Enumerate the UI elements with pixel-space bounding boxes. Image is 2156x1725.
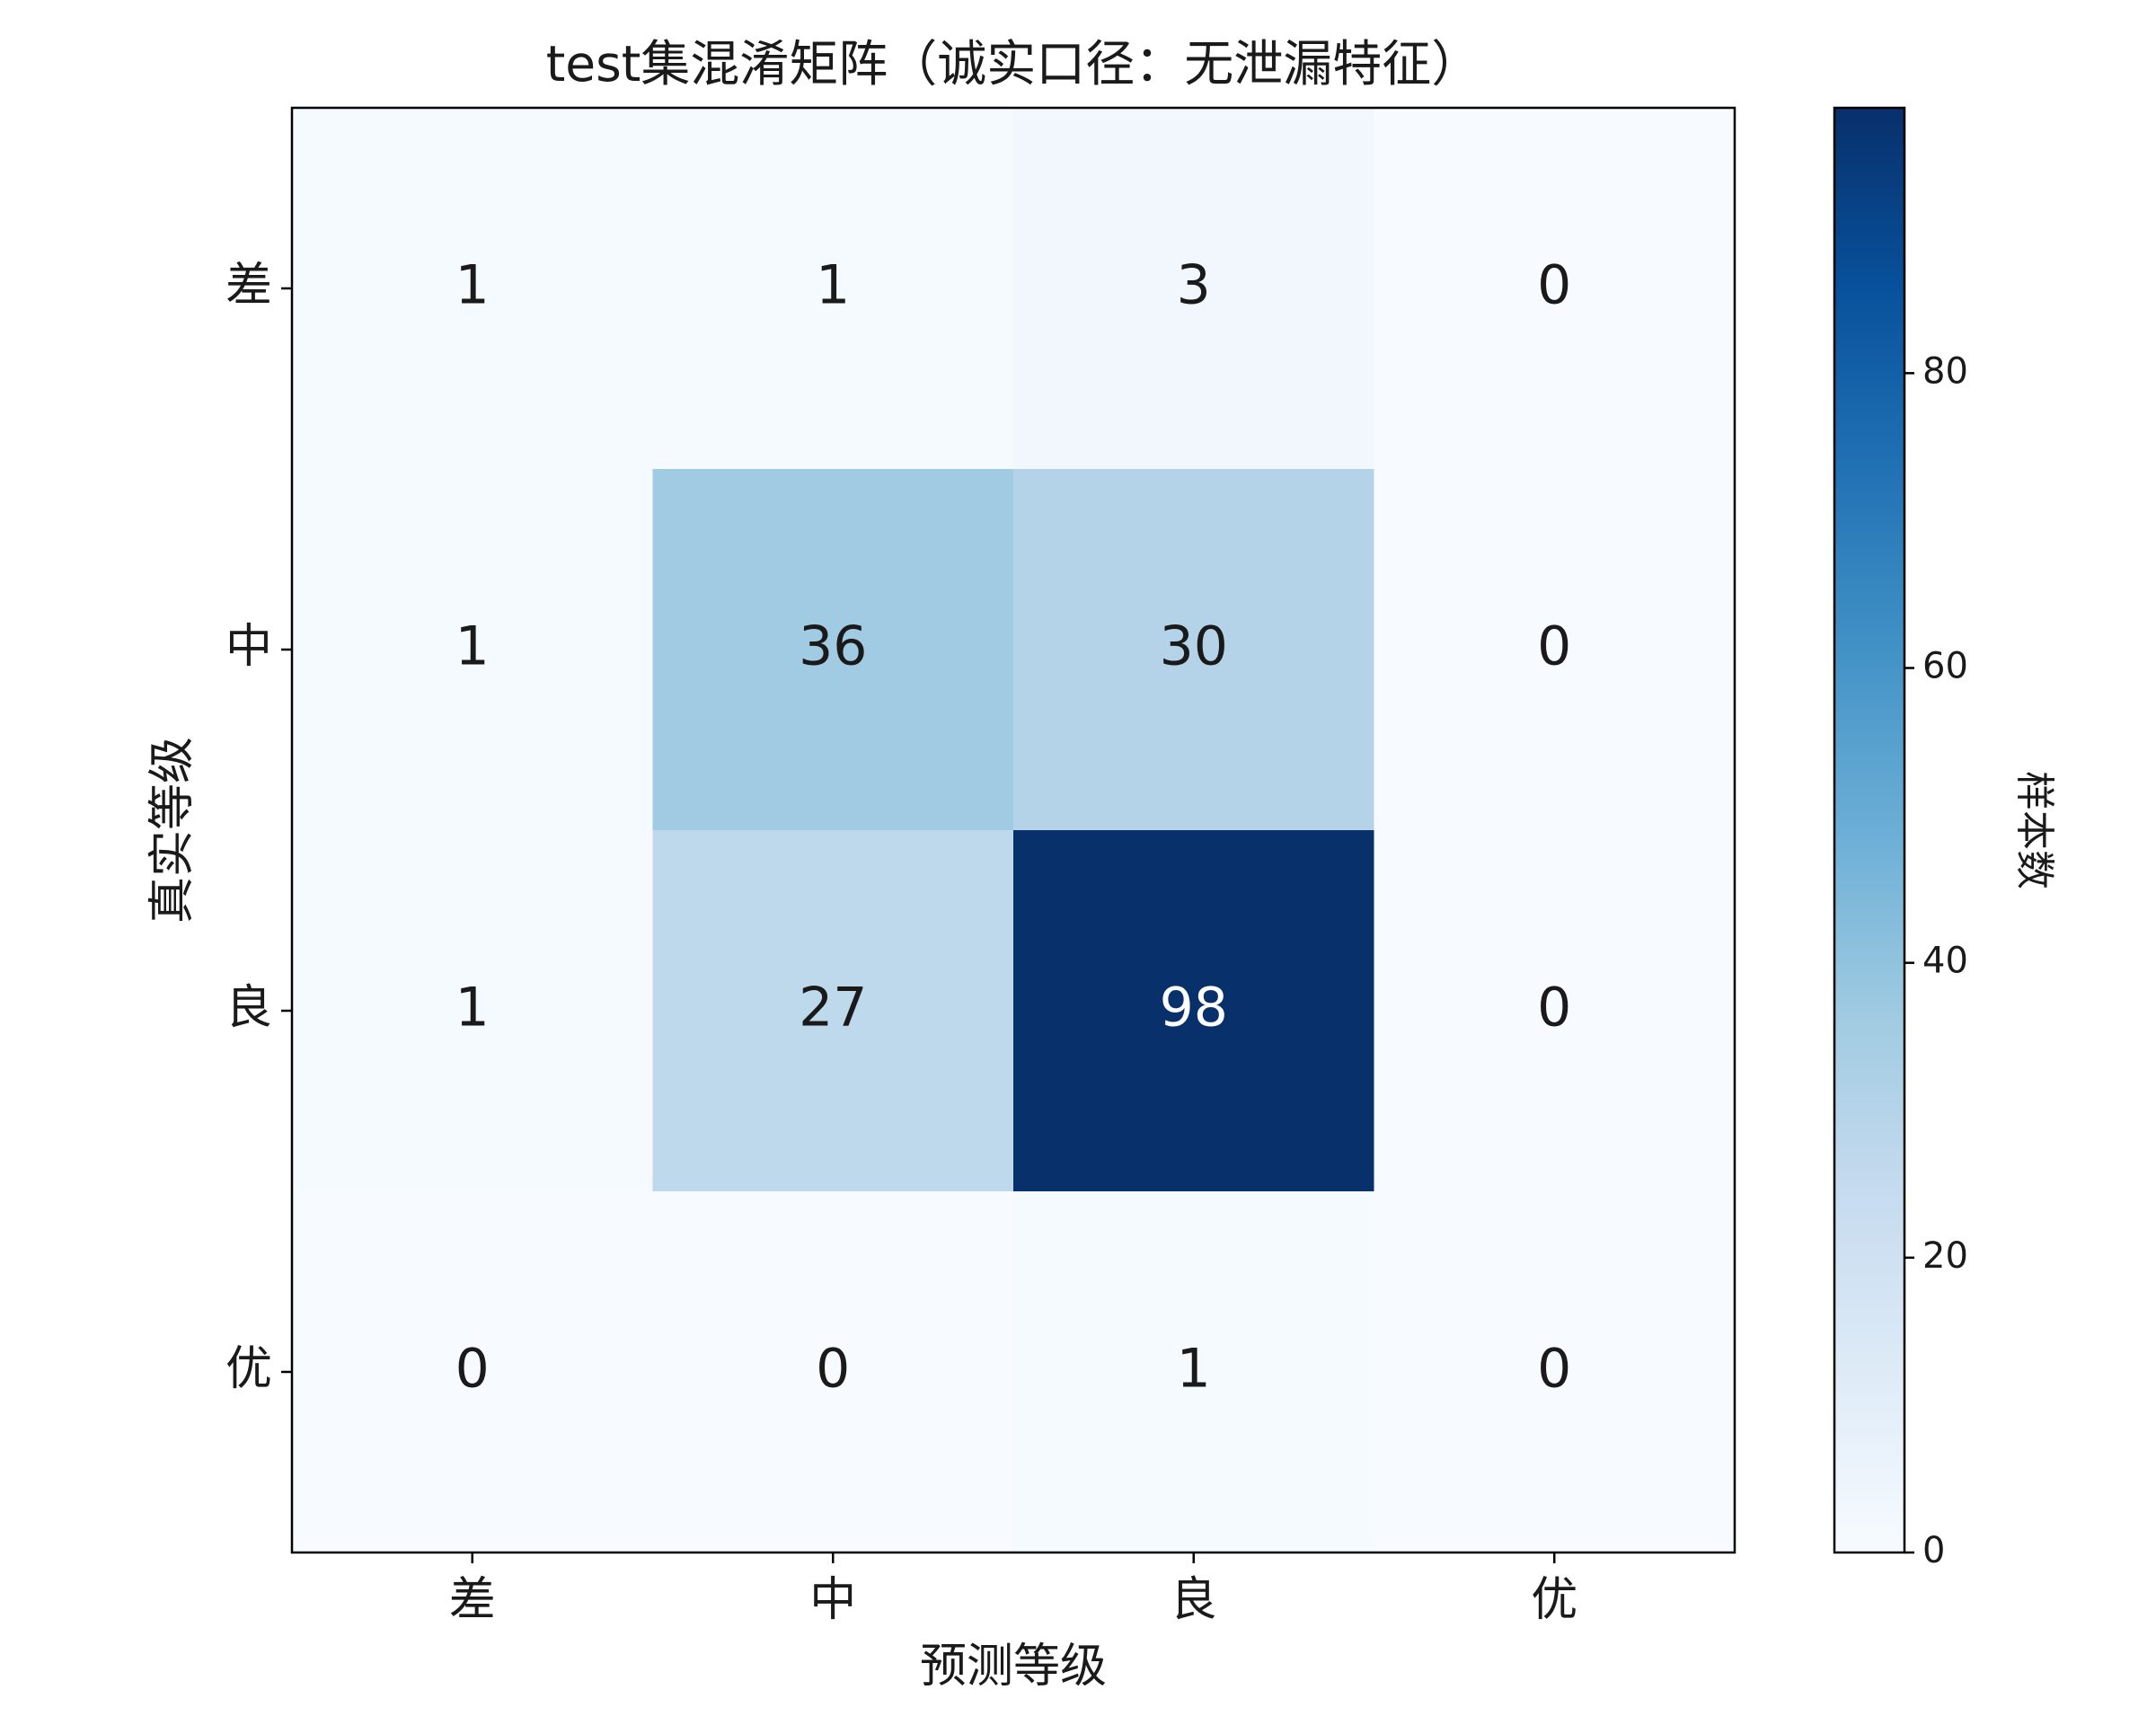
x-tick-label: 优 [1531, 1573, 1577, 1627]
heatmap-cell [652, 1191, 1014, 1553]
cell-value-label: 1 [455, 254, 490, 317]
cell-value-label: 1 [1177, 1338, 1211, 1401]
cell-value-label: 0 [1537, 254, 1571, 317]
heatmap-cell [1374, 1191, 1736, 1553]
heatmap-cell [1013, 830, 1374, 1192]
chart-title: test集混淆矩阵（诚实口径：无泄漏特征） [546, 35, 1481, 93]
heatmap-cell [1013, 1191, 1374, 1553]
cell-value-label: 0 [455, 1338, 490, 1401]
plot-frame [290, 106, 1736, 1554]
cell-value-label: 0 [1537, 977, 1571, 1039]
x-axis-label: 预测等级 [920, 1640, 1107, 1694]
cell-value-label: 1 [455, 977, 490, 1039]
heatmap-cell [652, 469, 1014, 831]
heatmap-cell [1013, 108, 1374, 470]
colorbar [1833, 106, 1906, 1554]
cell-value-label: 36 [799, 615, 867, 678]
y-axis-label: 真实等级 [146, 737, 199, 924]
heatmap-cell [1374, 108, 1736, 470]
x-tick-label: 良 [1171, 1573, 1217, 1627]
colorbar-tick-label: 0 [1922, 1530, 1945, 1571]
colorbar-tick-label: 20 [1922, 1235, 1968, 1277]
cell-value-label: 27 [799, 977, 867, 1039]
cell-value-label: 1 [816, 254, 850, 317]
heatmap-cell [292, 1191, 653, 1553]
x-tick-label: 差 [449, 1573, 496, 1627]
cell-value-label: 0 [1537, 1338, 1571, 1401]
cell-value-label: 98 [1160, 977, 1228, 1039]
heatmap-cell [1374, 469, 1736, 831]
heatmap-cell [652, 108, 1014, 470]
cell-value-label: 30 [1160, 615, 1228, 678]
y-tick-label: 优 [225, 1342, 272, 1396]
colorbar-label: 样本数 [2011, 771, 2057, 889]
heatmap-cell [292, 108, 653, 470]
heatmap-cell [292, 469, 653, 831]
x-tick-label: 中 [809, 1573, 856, 1627]
cell-value-label: 3 [1177, 254, 1211, 317]
heatmap-cell [1374, 830, 1736, 1192]
colorbar-tick-label: 80 [1922, 350, 1968, 392]
heatmap-cell [1013, 469, 1374, 831]
y-tick-label: 良 [225, 981, 272, 1035]
heatmap-cell [292, 830, 653, 1192]
y-tick-label: 差 [225, 259, 272, 313]
heatmap-cell [652, 830, 1014, 1192]
cell-value-label: 0 [1537, 615, 1571, 678]
colorbar-tick-label: 60 [1922, 646, 1968, 687]
y-tick-label: 中 [225, 620, 272, 674]
cell-value-label: 0 [816, 1338, 850, 1401]
colorbar-tick-label: 40 [1922, 941, 1968, 982]
cell-value-label: 1 [455, 615, 490, 678]
